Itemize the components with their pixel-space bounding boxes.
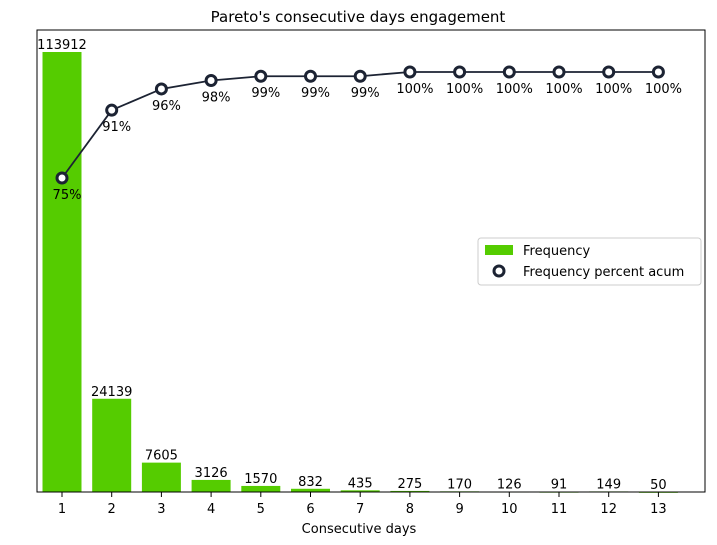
cumulative-point-3 [154, 82, 168, 96]
bar-2 [92, 398, 132, 492]
x-tick-label-2: 2 [108, 502, 116, 517]
cumulative-label-7: 99% [351, 86, 380, 101]
bar-label-2: 24139 [91, 385, 132, 400]
bar-4 [191, 479, 231, 492]
bar-label-9: 170 [447, 477, 472, 492]
x-ticks-layer: 1 2 3 4 5 6 7 8 9 10 11 12 13 [58, 492, 667, 517]
cumulative-point-10 [502, 65, 516, 79]
bar-label-10: 126 [497, 478, 522, 493]
bar-label-7: 435 [348, 476, 373, 491]
legend-bar-label: Frequency [523, 244, 590, 259]
cumulative-point-6 [304, 69, 317, 83]
x-tick-label-8: 8 [406, 502, 414, 517]
bar-8 [390, 490, 430, 492]
bar-7 [340, 490, 380, 492]
x-tick-label-12: 12 [600, 502, 617, 517]
bar-label-4: 3126 [195, 466, 228, 481]
bar-label-13: 50 [650, 478, 667, 493]
bar-label-3: 7605 [145, 449, 178, 464]
x-tick-label-1: 1 [58, 502, 66, 517]
cumulative-label-13: 100% [645, 82, 682, 97]
legend-frame [477, 237, 702, 286]
cumulative-label-8: 100% [396, 82, 433, 97]
bar-3 [141, 462, 181, 492]
cumulative-point-9 [453, 65, 467, 79]
plot-frame [36, 29, 706, 493]
cumulative-point-12 [602, 65, 616, 79]
bar-labels-layer: 113912 24139 7605 3126 1570 832 435 275 170 126 91… [37, 38, 666, 493]
x-tick-label-6: 6 [306, 502, 314, 517]
cumulative-point-8 [403, 65, 417, 79]
cumulative-line-layer [55, 65, 665, 185]
x-tick-label-10: 10 [501, 502, 518, 517]
cumulative-label-4: 98% [202, 90, 231, 105]
cumulative-point-2 [105, 103, 119, 117]
legend-line-marker [492, 264, 506, 278]
x-tick-label-9: 9 [455, 502, 463, 517]
cumulative-label-1: 75% [53, 188, 82, 203]
cumulative-point-1 [55, 171, 69, 185]
cumulative-point-11 [552, 65, 566, 79]
x-tick-label-4: 4 [207, 502, 215, 517]
x-tick-label-7: 7 [356, 502, 364, 517]
x-axis-label: Consecutive days [302, 522, 417, 537]
cumulative-label-9: 100% [446, 82, 483, 97]
bar-label-11: 91 [551, 478, 568, 493]
bar-1 [42, 52, 82, 492]
bar-label-6: 832 [298, 475, 323, 490]
x-tick-label-3: 3 [157, 502, 165, 517]
bar-label-1: 113912 [37, 38, 87, 53]
x-tick-label-5: 5 [257, 502, 265, 517]
point-labels-layer: 75% 91% 96% 98% 99% 99% 99% 100% 100% 100% 100% 100… [53, 82, 682, 203]
legend-bar-swatch [485, 245, 513, 255]
cumulative-label-2: 91% [102, 120, 131, 135]
cumulative-point-4 [204, 73, 218, 87]
bar-5 [241, 485, 281, 492]
x-tick-label-13: 13 [650, 502, 667, 517]
cumulative-label-6: 99% [301, 86, 330, 101]
bar-label-5: 1570 [244, 472, 277, 487]
x-tick-label-11: 11 [551, 502, 568, 517]
cumulative-label-12: 100% [595, 82, 632, 97]
cumulative-label-11: 100% [545, 82, 582, 97]
cumulative-point-5 [254, 69, 268, 83]
legend-line-label: Frequency percent acum [523, 265, 684, 280]
bar-label-12: 149 [596, 477, 621, 492]
legend: Frequency Frequency percent acum [477, 237, 702, 286]
cumulative-label-10: 100% [496, 82, 533, 97]
chart-title: Pareto's consecutive days engagement [211, 8, 506, 26]
cumulative-point-7 [353, 69, 367, 83]
cumulative-label-5: 99% [251, 86, 280, 101]
bar-6 [291, 488, 330, 492]
cumulative-point-13 [651, 65, 665, 79]
bar-label-8: 275 [397, 477, 422, 492]
cumulative-label-3: 96% [152, 99, 181, 114]
